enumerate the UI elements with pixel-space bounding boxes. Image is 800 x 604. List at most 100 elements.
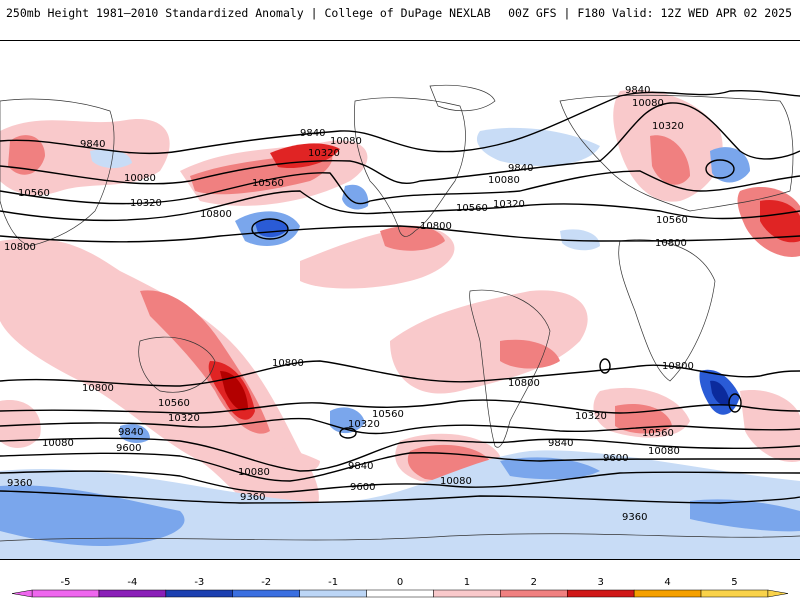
legend-low-arrow (11, 589, 33, 598)
legend-tick-label: -1 (328, 577, 338, 588)
legend-bin (165, 589, 234, 598)
negative-anomaly-fill (0, 127, 800, 559)
contour-label: 9840 (508, 163, 533, 174)
contour-10560-north (0, 190, 800, 222)
contour-label: 9360 (7, 478, 32, 489)
coastline-antarctica (0, 533, 800, 542)
legend-tick-label: 3 (598, 577, 604, 588)
anomaly-map[interactable]: 9840 9840 9840 9840 10080 10080 10080 10… (0, 40, 800, 560)
contour-label: 10320 (652, 121, 684, 132)
anomaly-region (342, 184, 369, 210)
anomaly-region (476, 127, 600, 166)
contour-label: 10320 (493, 199, 525, 210)
anomaly-region (560, 229, 600, 251)
contour-label: 9840 (548, 438, 573, 449)
positive-anomaly-fill (0, 90, 800, 521)
contour-label: 10320 (348, 419, 380, 430)
contour-label: 9840 (625, 85, 650, 96)
contour-label: 10080 (42, 438, 74, 449)
anomaly-legend: -5 -4 -3 -2 -1 0 1 2 3 4 5 (0, 570, 800, 600)
contour-label: 10800 (4, 242, 36, 253)
anomaly-region (710, 380, 730, 406)
coastline-south-america (469, 289, 551, 448)
contour-label: 9840 (80, 139, 105, 150)
map-title: 250mb Height 1981–2010 Standardized Anom… (6, 6, 491, 20)
contour-label: 9600 (350, 482, 375, 493)
contour-label: 10320 (130, 198, 162, 209)
legend-bin (232, 589, 300, 598)
legend-bin (700, 589, 769, 598)
anomaly-region (220, 371, 248, 411)
contour-label: 9360 (240, 492, 265, 503)
anomaly-region (500, 457, 600, 480)
legend-bin (98, 589, 167, 598)
contour-label: 10560 (252, 178, 284, 189)
anomaly-region (650, 135, 690, 185)
legend-tick-label: -2 (261, 577, 271, 588)
anomaly-region (199, 439, 320, 478)
model-run-info: 00Z GFS | F180 Valid: 12Z WED APR 02 202… (508, 6, 792, 20)
contour-label: 9360 (622, 512, 647, 523)
contour-10560-south (0, 399, 800, 414)
contour-label: 10560 (642, 428, 674, 439)
legend-bin (500, 589, 568, 598)
contour-label: 10080 (488, 175, 520, 186)
contour-label: 10800 (200, 209, 232, 220)
contour-label: 10560 (372, 409, 404, 420)
contour-10800-south (0, 360, 800, 387)
legend-colorbar: -5 -4 -3 -2 -1 0 1 2 3 4 5 (11, 577, 789, 598)
anomaly-region (270, 143, 340, 169)
anomaly-region (500, 339, 560, 369)
contour-9600-south (0, 470, 800, 494)
contour-label: 10800 (272, 358, 304, 369)
legend-bin (299, 589, 367, 598)
contour-label: 10320 (308, 148, 340, 159)
legend-high-arrow (767, 589, 789, 598)
anomaly-region (690, 499, 800, 532)
contour-label: 10080 (440, 476, 472, 487)
anomaly-region (390, 290, 588, 394)
legend-bin (633, 589, 702, 598)
contour-label: 10080 (330, 136, 362, 147)
coastline-eurasia (559, 94, 794, 212)
anomaly-region (0, 119, 170, 196)
anomaly-region (0, 400, 41, 448)
contour-label: 10800 (655, 238, 687, 249)
contour-9840-south (0, 452, 800, 482)
contour-label: 10080 (238, 467, 270, 478)
contour-label: 10080 (632, 98, 664, 109)
legend-tick-label: 4 (664, 577, 670, 588)
coastline-north-america (354, 97, 466, 237)
anomaly-region (740, 390, 800, 462)
contour-closed-low (705, 159, 735, 179)
coastlines (0, 84, 800, 542)
anomaly-region (8, 135, 45, 175)
contour-label: 10800 (82, 383, 114, 394)
coastline-africa (618, 239, 716, 382)
contour-10320-south (0, 417, 800, 435)
contour-labels: 9840 9840 9840 9840 10080 10080 10080 10… (4, 85, 694, 523)
legend-bin (566, 589, 635, 598)
legend-ticks: -5 -4 -3 -2 -1 0 1 2 3 4 5 (61, 577, 738, 588)
contour-label: 10800 (420, 221, 452, 232)
contour-label: 10800 (508, 378, 540, 389)
contour-label: 9840 (118, 427, 143, 438)
legend-tick-label: 1 (464, 577, 470, 588)
anomaly-region (760, 200, 800, 243)
legend-tick-label: -4 (127, 577, 137, 588)
contour-label: 10320 (168, 413, 200, 424)
contour-label: 9600 (116, 443, 141, 454)
map-canvas: 9840 9840 9840 9840 10080 10080 10080 10… (0, 84, 800, 559)
contour-closed-low (339, 427, 357, 439)
contour-closed-low (728, 393, 742, 413)
contour-label: 10800 (662, 361, 694, 372)
contour-label: 10560 (18, 188, 50, 199)
contour-10080-north (0, 102, 800, 185)
anomaly-region (90, 149, 132, 169)
contour-label: 9840 (300, 128, 325, 139)
contour-10800-north (0, 225, 800, 243)
coastline-greenland (429, 84, 496, 112)
anomaly-region (710, 147, 750, 183)
contour-label: 10080 (648, 446, 680, 457)
legend-tick-label: 0 (397, 577, 403, 588)
